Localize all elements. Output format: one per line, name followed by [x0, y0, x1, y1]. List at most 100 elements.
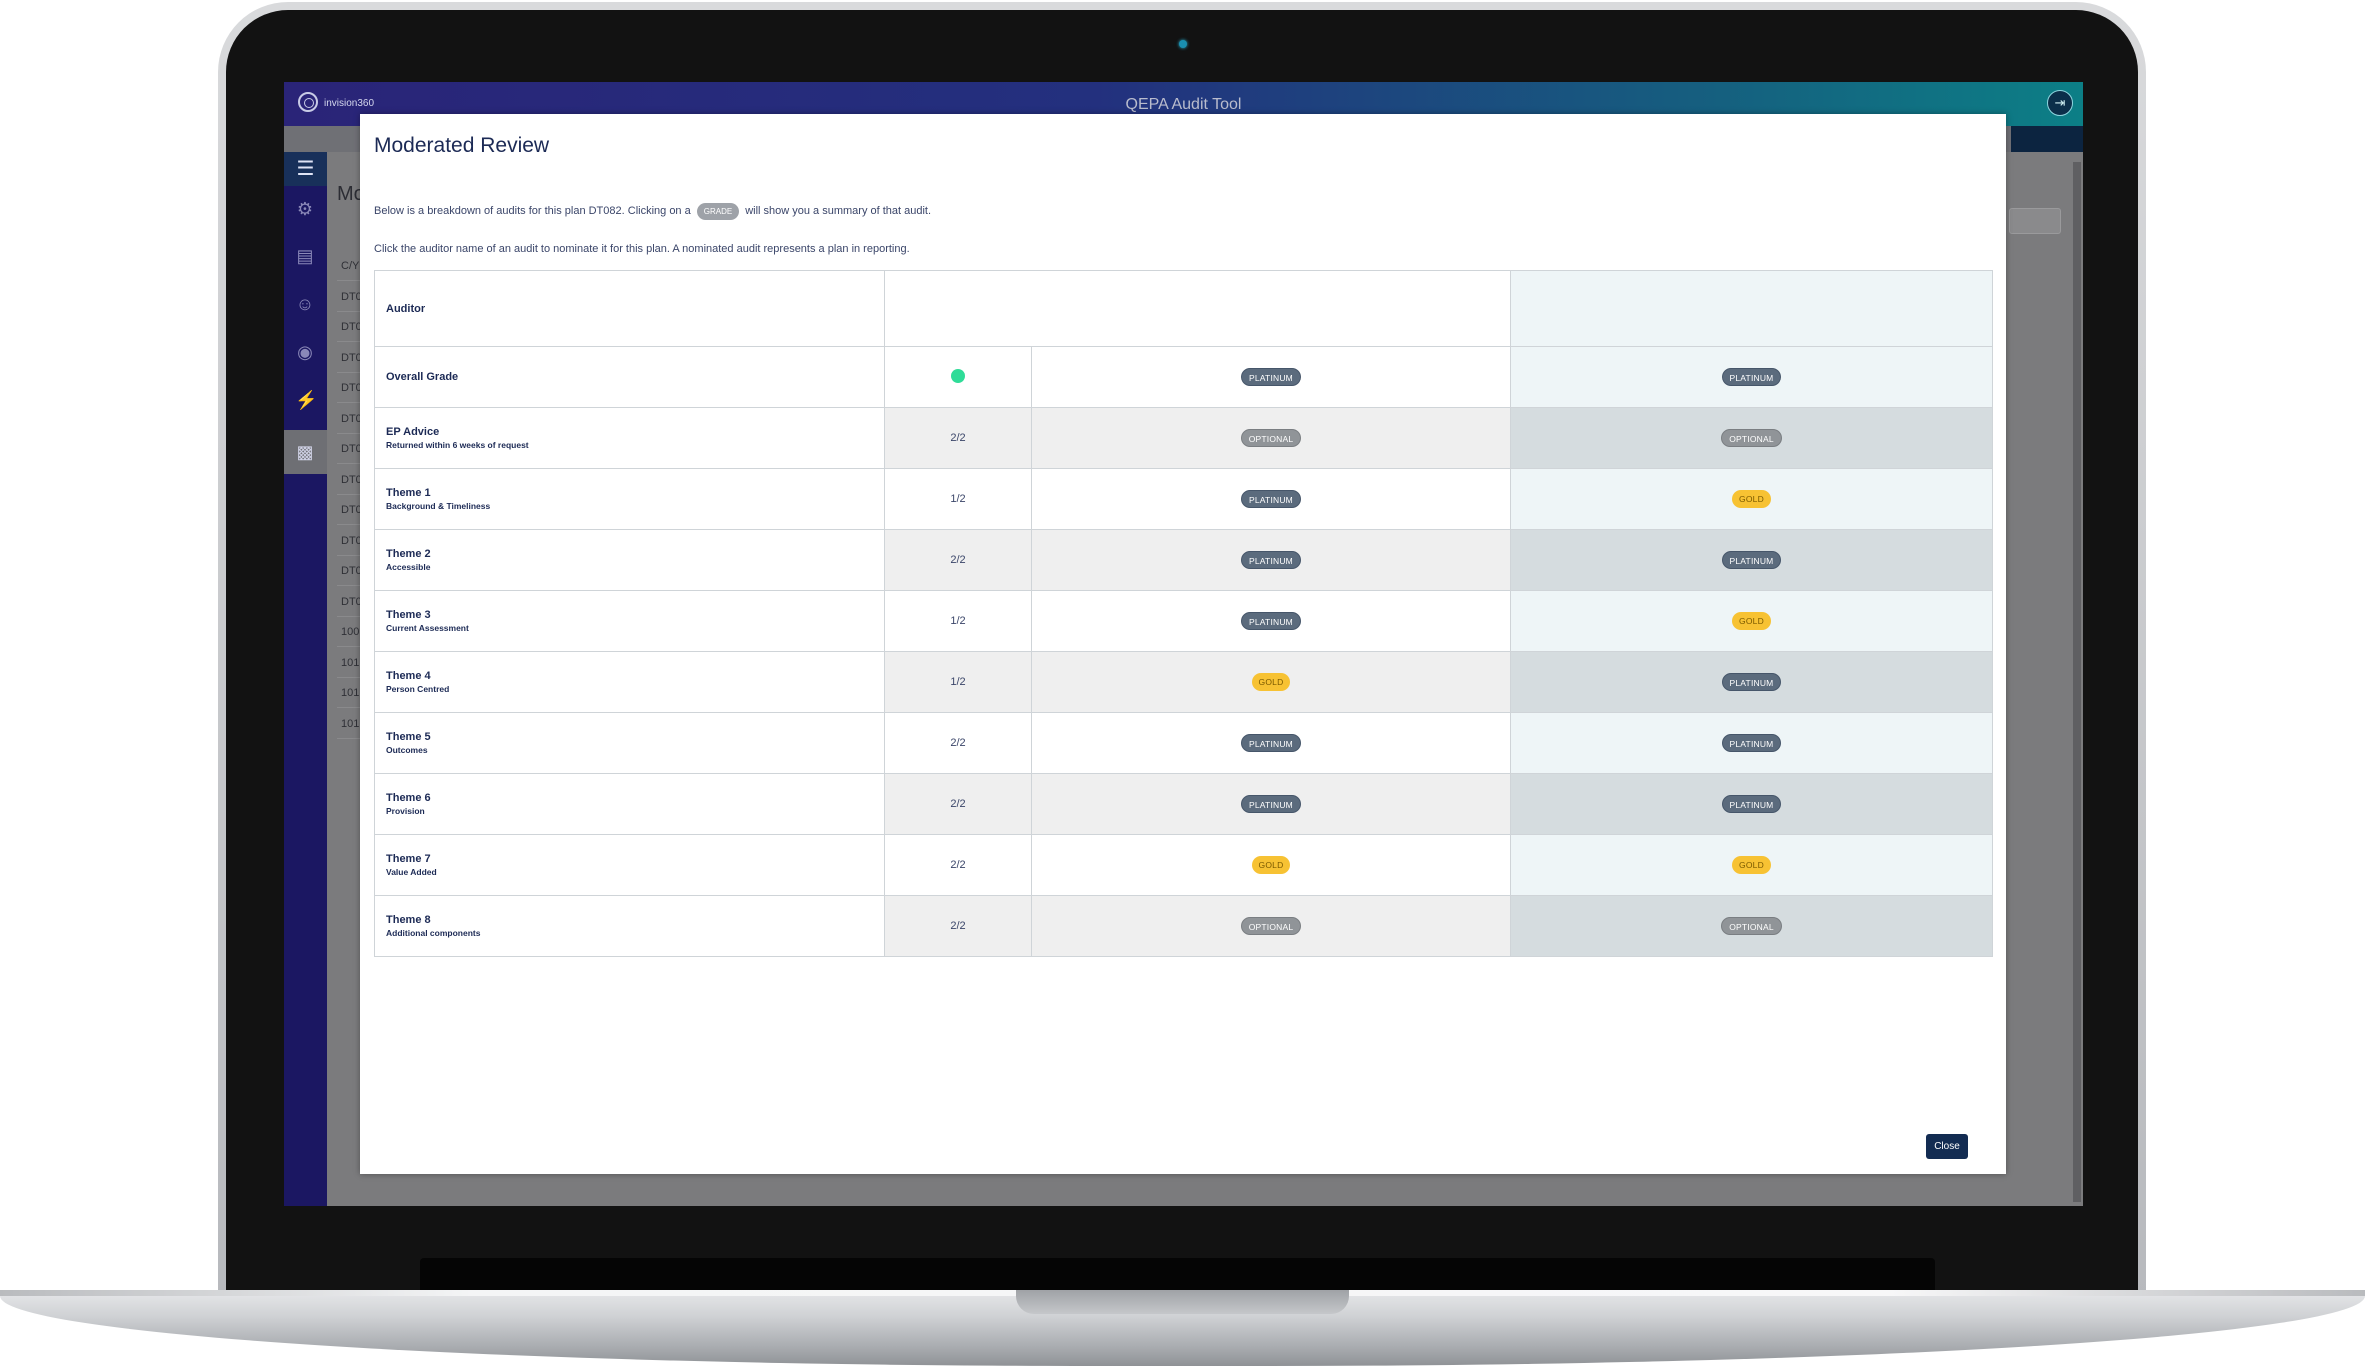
grade-cell-auditor-1: PLATINUM	[1031, 346, 1511, 408]
grade-badge[interactable]: OPTIONAL	[1721, 917, 1782, 935]
row-label-cell: Theme 4 Person Centred	[374, 651, 885, 713]
grade-badge[interactable]: PLATINUM	[1721, 551, 1782, 569]
report-icon[interactable]: ▩	[296, 442, 314, 462]
grade-badge[interactable]: GOLD	[1732, 856, 1771, 874]
row-title: Overall Grade	[386, 371, 459, 383]
grade-badge[interactable]: GOLD	[1732, 612, 1771, 630]
audit-icon[interactable]: ⚡	[295, 390, 318, 410]
grade-badge[interactable]: PLATINUM	[1721, 734, 1782, 752]
settings-icon[interactable]: ⚙	[296, 199, 314, 219]
score-cell: 1/2	[884, 590, 1032, 652]
grade-cell-auditor-2: GOLD	[1510, 468, 1993, 530]
camera-icon	[1179, 40, 1187, 48]
modal-intro-nominate: Click the auditor name of an audit to no…	[374, 243, 910, 255]
row-title: Theme 8	[386, 914, 431, 926]
grade-badge[interactable]: PLATINUM	[1241, 612, 1301, 630]
modal-title: Moderated Review	[374, 134, 550, 157]
overall-grade-row: Overall Grade PLATINUM PLATINUM	[374, 346, 1993, 408]
app-title: QEPA Audit Tool	[1125, 96, 1242, 113]
grade-cell-auditor-2: PLATINUM	[1510, 346, 1993, 408]
grade-cell-auditor-1: PLATINUM	[1031, 590, 1511, 652]
grade-cell-auditor-2: PLATINUM	[1510, 712, 1993, 774]
row-label-cell: Theme 7 Value Added	[374, 834, 885, 896]
grade-badge[interactable]: PLATINUM	[1241, 795, 1301, 813]
grade-badge[interactable]: PLATINUM	[1721, 368, 1782, 386]
sidebar-active-item[interactable]	[284, 430, 327, 474]
score-cell: 2/2	[884, 773, 1032, 835]
grade-badge[interactable]: GOLD	[1732, 490, 1771, 508]
background-page-title: Mo	[337, 183, 365, 205]
logout-icon: ⇥	[2054, 95, 2066, 110]
grade-badge[interactable]: PLATINUM	[1721, 795, 1782, 813]
grade-cell-auditor-2: PLATINUM	[1510, 773, 1993, 835]
score-cell: 1/2	[884, 468, 1032, 530]
audit-breakdown-table: Auditor Overall Grade PLATINUM PLATINUM …	[374, 270, 1993, 957]
grade-cell-auditor-1: PLATINUM	[1031, 529, 1511, 591]
row-label-cell: Theme 1 Background & Timeliness	[374, 468, 885, 530]
logout-button[interactable]: ⇥	[2047, 90, 2073, 116]
row-subtitle: Provision	[386, 806, 425, 816]
auditor-2-header-cell[interactable]	[1510, 270, 1993, 347]
row-label-cell: Theme 8 Additional components	[374, 895, 885, 957]
row-title: Theme 4	[386, 670, 431, 682]
grade-cell-auditor-1: GOLD	[1031, 834, 1511, 896]
row-title: Theme 5	[386, 731, 431, 743]
sidebar	[284, 152, 327, 1206]
score-cell: 2/2	[884, 529, 1032, 591]
grade-cell-auditor-1: OPTIONAL	[1031, 407, 1511, 469]
row-title: Theme 7	[386, 853, 431, 865]
table-row: Theme 6 Provision 2/2 PLATINUM PLATINUM	[374, 773, 1993, 835]
row-subtitle: Accessible	[386, 562, 431, 572]
grade-badge[interactable]: OPTIONAL	[1721, 429, 1782, 447]
grade-badge[interactable]: PLATINUM	[1241, 368, 1301, 386]
auditor-1-header-cell[interactable]	[884, 270, 1511, 347]
close-button[interactable]: Close	[1926, 1134, 1968, 1159]
grade-badge[interactable]: OPTIONAL	[1240, 917, 1302, 935]
scrollbar[interactable]	[2073, 162, 2081, 1202]
grade-cell-auditor-1: GOLD	[1031, 651, 1511, 713]
auditor-header-cell: Auditor	[374, 270, 885, 347]
intro-text-after: will show you a summary of that audit.	[745, 205, 932, 217]
row-label-cell: Theme 2 Accessible	[374, 529, 885, 591]
grade-cell-auditor-1: PLATINUM	[1031, 773, 1511, 835]
status-dot-icon	[951, 368, 965, 383]
row-label-cell: EP Advice Returned within 6 weeks of requ…	[374, 407, 885, 469]
grade-cell-auditor-1: OPTIONAL	[1031, 895, 1511, 957]
score-cell: 2/2	[884, 834, 1032, 896]
table-row: Theme 8 Additional components 2/2 OPTIONAL O…	[374, 895, 1993, 957]
intro-text-before: Below is a breakdown of audits for this …	[374, 205, 691, 217]
screen: invision360 QEPA Audit Tool ⇥ Mo C/Y DT0 D…	[284, 82, 2083, 1206]
score-cell: 2/2	[884, 895, 1032, 957]
table-row: Theme 7 Value Added 2/2 GOLD GOLD	[374, 834, 1993, 896]
row-subtitle: Additional components	[386, 928, 481, 938]
grade-badge[interactable]: PLATINUM	[1241, 734, 1301, 752]
score-cell: 2/2	[884, 712, 1032, 774]
grade-cell-auditor-2: PLATINUM	[1510, 529, 1993, 591]
review-icon[interactable]: ◉	[297, 342, 313, 362]
grade-badge[interactable]: OPTIONAL	[1240, 429, 1302, 447]
table-row: Theme 2 Accessible 2/2 PLATINUM PLATINUM	[374, 529, 1993, 591]
table-header-row: Auditor	[374, 270, 1993, 347]
grade-cell-auditor-2: OPTIONAL	[1510, 407, 1993, 469]
document-icon[interactable]: ▤	[296, 246, 314, 266]
row-title: EP Advice	[386, 426, 440, 438]
grade-badge[interactable]: PLATINUM	[1721, 673, 1782, 691]
score-cell: 2/2	[884, 407, 1032, 469]
table-row: Theme 4 Person Centred 1/2 GOLD PLATINUM	[374, 651, 1993, 713]
score-cell	[884, 346, 1032, 408]
users-icon[interactable]: ☺	[295, 294, 315, 314]
grade-badge[interactable]: GOLD	[1251, 856, 1291, 874]
row-label-cell: Theme 3 Current Assessment	[374, 590, 885, 652]
modal-intro: Below is a breakdown of audits for this …	[374, 202, 931, 220]
grade-badge[interactable]: GOLD	[1251, 673, 1291, 691]
grade-badge[interactable]: PLATINUM	[1241, 551, 1301, 569]
grade-cell-auditor-1: PLATINUM	[1031, 712, 1511, 774]
row-subtitle: Person Centred	[386, 684, 450, 694]
grade-cell-auditor-2: GOLD	[1510, 834, 1993, 896]
score-cell: 1/2	[884, 651, 1032, 713]
grade-badge[interactable]: PLATINUM	[1241, 490, 1301, 508]
invision-logo-icon	[298, 92, 318, 112]
menu-icon[interactable]: ☰	[284, 152, 327, 186]
grade-cell-auditor-2: GOLD	[1510, 590, 1993, 652]
